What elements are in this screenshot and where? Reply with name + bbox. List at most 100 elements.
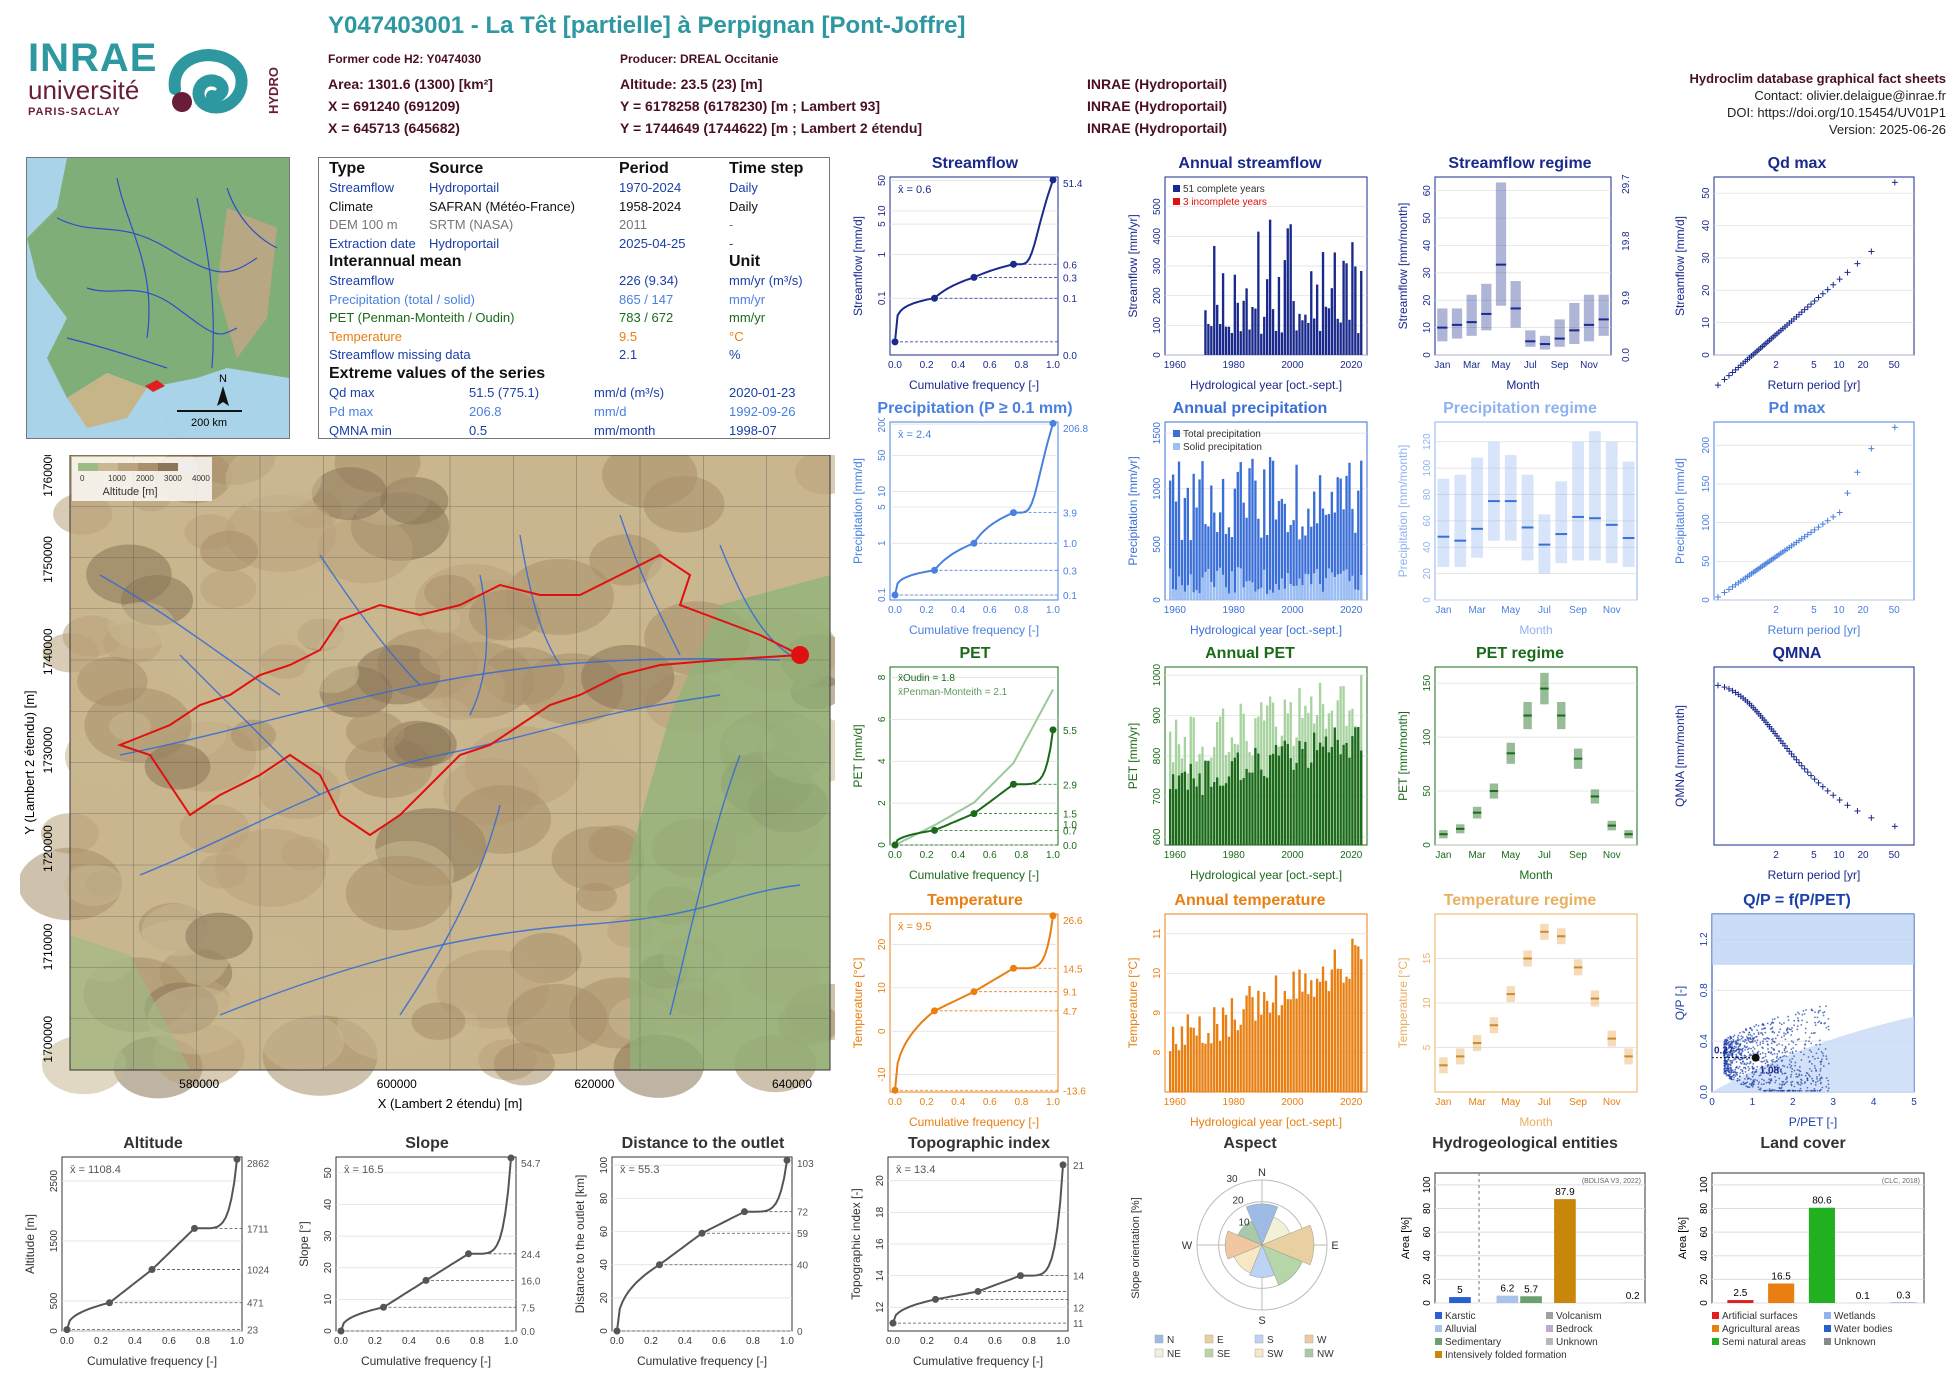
qp-point [1747,1033,1750,1036]
chart-precip_regime: Precipitation regime 0 20 40 60 80 100 120 Preci… [1395,400,1645,640]
right-tick-label: 5.5 [1063,726,1077,737]
qp-point [1796,1068,1799,1071]
annual-bar-solid [1177,576,1181,600]
qp-point [1779,1056,1782,1059]
qp-point [1827,1089,1829,1092]
annual-bar-solid [1327,568,1331,600]
extreme-point [1815,524,1822,531]
annual-bar [1342,744,1345,845]
extreme-point [1891,424,1898,431]
annual-bar-solid [1324,578,1328,600]
bar-value-label: 0.1 [1856,1291,1870,1302]
quantile-point [1010,964,1017,972]
qp-point [1780,1068,1782,1071]
doi-link[interactable]: DOI: https://doi.org/10.15454/UV01P1 [1727,105,1946,120]
x-tick-label: 0.8 [1014,360,1028,371]
qp-point [1816,1077,1818,1080]
right-tick-label: 471 [247,1299,264,1310]
qp-point [1799,1084,1802,1086]
qp-point [1783,1054,1786,1057]
annual-bar [1242,300,1245,355]
annual-bar [1348,462,1351,600]
annual-bar [1260,333,1263,355]
qp-point [1732,1073,1735,1076]
quantile-point [970,988,978,996]
y-axis-label: Precipitation [mm/month] [1396,445,1410,578]
lowland-area [70,935,190,1070]
quantile-point [148,1266,156,1274]
annual-bar [1268,457,1272,600]
annual-bar [1357,333,1360,355]
y-tick-label: 10 [1152,967,1163,979]
annual-bar [1266,279,1269,355]
qp-point [1776,1052,1779,1055]
qp-point [1758,1074,1761,1077]
quantile-point [891,841,899,849]
y-tick-label: 100 [599,1157,610,1174]
x-tick-label: 1.0 [1046,1097,1060,1108]
annual-bar [1324,980,1328,1092]
energy-limit-zone [1712,914,1914,965]
annual-bar-pm [1266,705,1269,845]
y-tick-label: 60 [1422,185,1433,197]
direction-label: W [1182,1240,1193,1252]
qp-point [1729,1059,1732,1062]
y-tick-label: 0 [49,1328,60,1334]
map-y-label: Y (Lambert 2 étendu) [m] [22,690,37,834]
extreme-point [1819,290,1826,297]
chart-title: Altitude [123,1135,183,1152]
qp-point [1819,1088,1822,1091]
quantile-point [891,591,899,599]
annual-bar [1263,316,1266,355]
qp-point [1723,1072,1726,1075]
annual-bar [1315,978,1319,1092]
quantile-point [1010,780,1017,788]
pct-bar [1496,1295,1519,1303]
qp-point [1795,1073,1798,1075]
annual-bar [1201,461,1204,600]
qp-point [1743,1031,1746,1034]
qp-point [1745,1039,1747,1042]
y-tick-label: 1 [877,251,888,257]
qp-point [1766,1043,1769,1046]
annual-bar-solid [1289,583,1292,600]
qp-point [1778,1077,1781,1080]
qp-point [1730,1070,1733,1073]
plot-area [1434,666,1638,846]
legend-label: Water bodies [1834,1324,1893,1335]
y-tick-label: 0 [877,842,888,848]
y-tick-label: 700 [1152,788,1163,805]
annual-bar [1321,508,1325,600]
annual-bar [1204,310,1207,355]
annual-bar [1292,520,1295,600]
annual-bar [1227,776,1231,845]
qp-point [1736,1048,1739,1051]
annual-bar [1348,319,1351,355]
extreme-point [1819,783,1826,790]
quantile-point [1059,1161,1067,1169]
qp-point [1784,1038,1787,1041]
y-tick-label: 10 [877,205,888,217]
qp-point [1764,1089,1767,1092]
y-tick-label: 1.2 [1699,932,1710,946]
legend-swatch [1304,1334,1314,1344]
extreme-point [1793,756,1800,763]
annual-bar [1218,785,1222,845]
annual-bar [1213,1007,1216,1092]
annual-bar [1245,768,1248,845]
quantile-point [191,1224,198,1232]
extreme-point [1836,276,1843,283]
annual-bar [1251,997,1254,1092]
annual-bar [1304,535,1307,600]
annual-bar [1216,304,1219,355]
x-tick-label: Sep [1569,850,1587,861]
qp-point [1764,1031,1767,1034]
qp-point [1724,1061,1727,1064]
annual-bar-solid [1307,574,1310,600]
direction-label: N [1258,1167,1266,1179]
y-tick-label: 0.1 [877,588,888,602]
annual-bar-solid [1218,567,1222,600]
y-axis-label: Temperature [°C] [1396,958,1410,1049]
qp-point [1811,1077,1813,1080]
